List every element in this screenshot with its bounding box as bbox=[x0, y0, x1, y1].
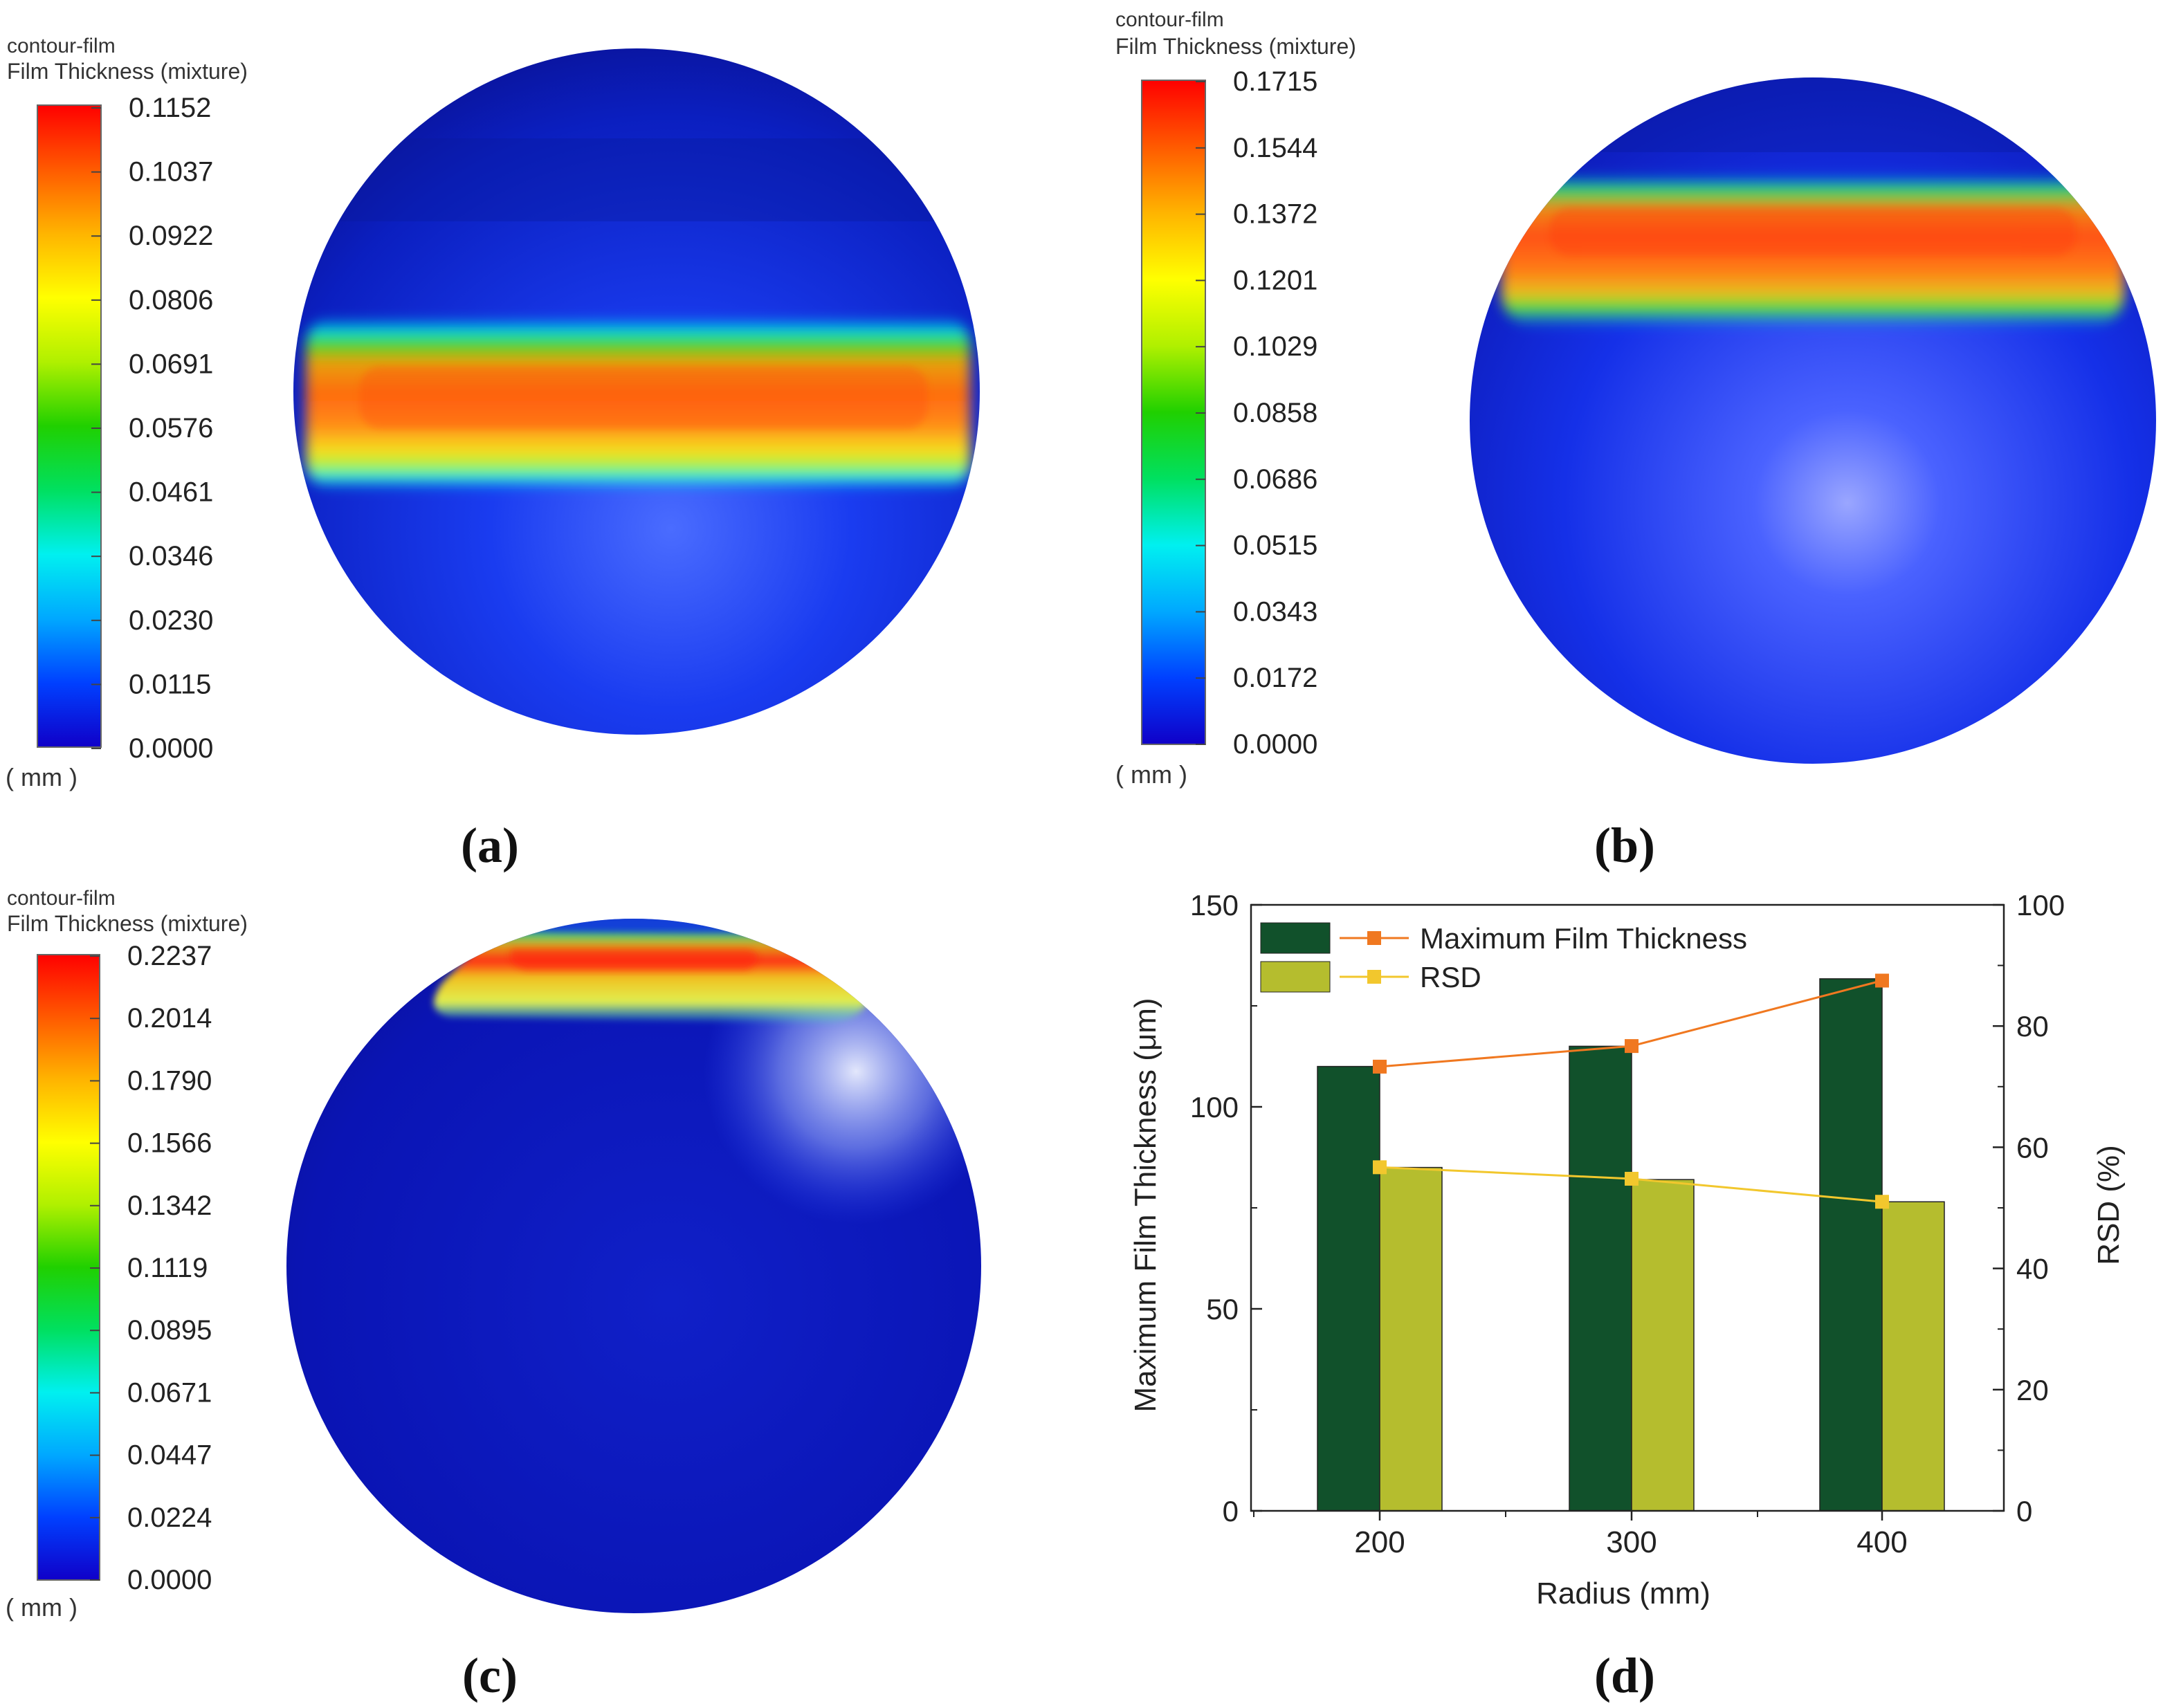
unit-label: ( mm ) bbox=[6, 1593, 77, 1622]
colorbar-tick-label: 0.0461 bbox=[129, 477, 213, 508]
sphere-c bbox=[286, 919, 981, 1613]
caption-b: (b) bbox=[1594, 818, 1655, 873]
y2-axis-label: RSD (%) bbox=[2092, 1145, 2126, 1265]
caption-c: (c) bbox=[462, 1648, 518, 1703]
colorbar-tick-label: 0.0000 bbox=[127, 1565, 212, 1595]
colorbar bbox=[1141, 80, 1206, 745]
colorbar-tick-label: 0.0447 bbox=[127, 1440, 212, 1471]
legend-title-2: Film Thickness (mixture) bbox=[7, 59, 248, 84]
y-tick-label: 100 bbox=[1190, 1091, 1239, 1123]
y2-tick-label: 60 bbox=[2016, 1131, 2049, 1164]
y-axis-label: Maximum Film Thickness (μm) bbox=[1129, 998, 1162, 1412]
legend-label: RSD bbox=[1420, 961, 1481, 993]
colorbar-tick-label: 0.0224 bbox=[127, 1503, 212, 1533]
colorbar-tick-label: 0.0686 bbox=[1233, 464, 1317, 495]
point-rsd bbox=[1875, 1195, 1889, 1209]
colorbar-tick-label: 0.0000 bbox=[129, 733, 213, 764]
unit-label: ( mm ) bbox=[6, 763, 77, 791]
colorbar-tick-label: 0.2014 bbox=[127, 1003, 212, 1034]
y2-tick-label: 0 bbox=[2016, 1495, 2032, 1527]
bar-max-thickness bbox=[1569, 1045, 1632, 1512]
point-rsd bbox=[1625, 1171, 1639, 1186]
legend-title-1: contour-film bbox=[1115, 8, 1224, 31]
colorbar-tick-label: 0.1715 bbox=[1233, 66, 1317, 97]
caption-a: (a) bbox=[461, 818, 519, 873]
x-tick-label: 400 bbox=[1856, 1525, 1907, 1559]
colorbar-tick-label: 0.1544 bbox=[1233, 133, 1317, 163]
sphere-b bbox=[1470, 77, 2156, 764]
colorbar-tick-label: 0.1152 bbox=[129, 93, 211, 123]
colorbar-tick-label: 0.0576 bbox=[129, 413, 213, 443]
colorbar-tick-label: 0.0172 bbox=[1233, 663, 1317, 693]
panel-b: contour-film Film Thickness (mixture) 0.… bbox=[1115, 8, 2156, 873]
colorbar-tick-label: 0.0671 bbox=[127, 1377, 212, 1408]
colorbar-tick-label: 0.0115 bbox=[129, 669, 211, 699]
y2-tick-label: 100 bbox=[2016, 889, 2065, 921]
colorbar-tick-label: 0.0000 bbox=[1233, 729, 1317, 760]
x-tick-label: 200 bbox=[1354, 1525, 1405, 1559]
colorbar-ticks: 0.2237 0.2014 0.1790 0.1566 0.1342 0.1119 0.08… bbox=[90, 941, 212, 1595]
colorbar-tick-label: 0.0806 bbox=[129, 285, 213, 315]
colorbar-tick-label: 0.1201 bbox=[1233, 265, 1317, 295]
colorbar-tick-label: 0.1342 bbox=[127, 1191, 212, 1221]
bar-max-thickness bbox=[1819, 978, 1883, 1512]
legend-bar-swatch bbox=[1260, 922, 1331, 954]
bar-rsd bbox=[1631, 1179, 1695, 1512]
colorbar-tick-label: 0.1037 bbox=[129, 157, 213, 187]
legend-title-2: Film Thickness (mixture) bbox=[7, 911, 248, 936]
legend-label: Maximum Film Thickness bbox=[1420, 922, 1747, 955]
colorbar-tick-label: 0.0346 bbox=[129, 541, 213, 571]
bar-rsd bbox=[1379, 1166, 1443, 1512]
colorbar-tick-label: 0.0230 bbox=[129, 605, 213, 636]
panel-c: contour-film Film Thickness (mixture) 0.… bbox=[6, 887, 981, 1703]
colorbar-tick-label: 0.0858 bbox=[1233, 398, 1317, 428]
y-tick-label: 150 bbox=[1190, 889, 1239, 921]
x-axis-label: Radius (mm) bbox=[1536, 1577, 1710, 1610]
legend-title-2: Film Thickness (mixture) bbox=[1115, 34, 1356, 59]
colorbar-ticks: 0.1152 0.1037 0.0922 0.0806 0.0691 0.0576 0.04… bbox=[91, 93, 213, 764]
colorbar-tick-label: 0.0515 bbox=[1233, 531, 1317, 561]
legend-marker bbox=[1367, 931, 1381, 945]
legend-marker bbox=[1367, 970, 1381, 984]
y2-tick-label: 20 bbox=[2016, 1374, 2049, 1406]
caption-d: (d) bbox=[1594, 1648, 1655, 1703]
colorbar-ticks: 0.1715 0.1544 0.1372 0.1201 0.1029 0.0858 0.06… bbox=[1196, 66, 1317, 760]
colorbar-tick-label: 0.2237 bbox=[127, 941, 212, 971]
film-band bbox=[434, 932, 870, 1022]
point-max-thickness bbox=[1625, 1039, 1639, 1054]
x-tick-label: 300 bbox=[1606, 1525, 1657, 1559]
legend-bar-swatch bbox=[1260, 961, 1331, 993]
colorbar-tick-label: 0.0922 bbox=[129, 221, 213, 251]
panel-d: 0 50 100 150 0 20 40 60 80 100 200 300 400 Radius (mm… bbox=[1129, 889, 2126, 1703]
point-max-thickness bbox=[1373, 1059, 1387, 1074]
bar-rsd bbox=[1881, 1201, 1945, 1512]
sphere-a bbox=[293, 48, 980, 735]
bar-max-thickness bbox=[1317, 1065, 1380, 1512]
unit-label: ( mm ) bbox=[1115, 760, 1187, 789]
y-tick-label: 0 bbox=[1223, 1495, 1239, 1527]
panel-a: contour-film Film Thickness (mixture) 0.… bbox=[6, 35, 980, 873]
colorbar-tick-label: 0.1372 bbox=[1233, 199, 1317, 230]
colorbar-tick-label: 0.0895 bbox=[127, 1315, 212, 1346]
point-rsd bbox=[1373, 1160, 1387, 1175]
chart: 0 50 100 150 0 20 40 60 80 100 200 300 400 Radius (mm… bbox=[1129, 889, 2126, 1610]
y2-tick-label: 80 bbox=[2016, 1010, 2049, 1043]
legend-title-1: contour-film bbox=[7, 887, 116, 910]
legend-title-1: contour-film bbox=[7, 35, 116, 57]
colorbar-tick-label: 0.0691 bbox=[129, 349, 213, 379]
colorbar-tick-label: 0.1029 bbox=[1233, 331, 1317, 362]
colorbar-tick-label: 0.0343 bbox=[1233, 596, 1317, 627]
colorbar-tick-label: 0.1119 bbox=[127, 1253, 208, 1283]
y-tick-label: 50 bbox=[1206, 1293, 1239, 1325]
colorbar-tick-label: 0.1566 bbox=[127, 1128, 212, 1159]
y2-tick-label: 40 bbox=[2016, 1253, 2049, 1285]
point-max-thickness bbox=[1875, 973, 1889, 988]
colorbar-tick-label: 0.1790 bbox=[127, 1065, 212, 1096]
colorbar bbox=[37, 104, 102, 748]
